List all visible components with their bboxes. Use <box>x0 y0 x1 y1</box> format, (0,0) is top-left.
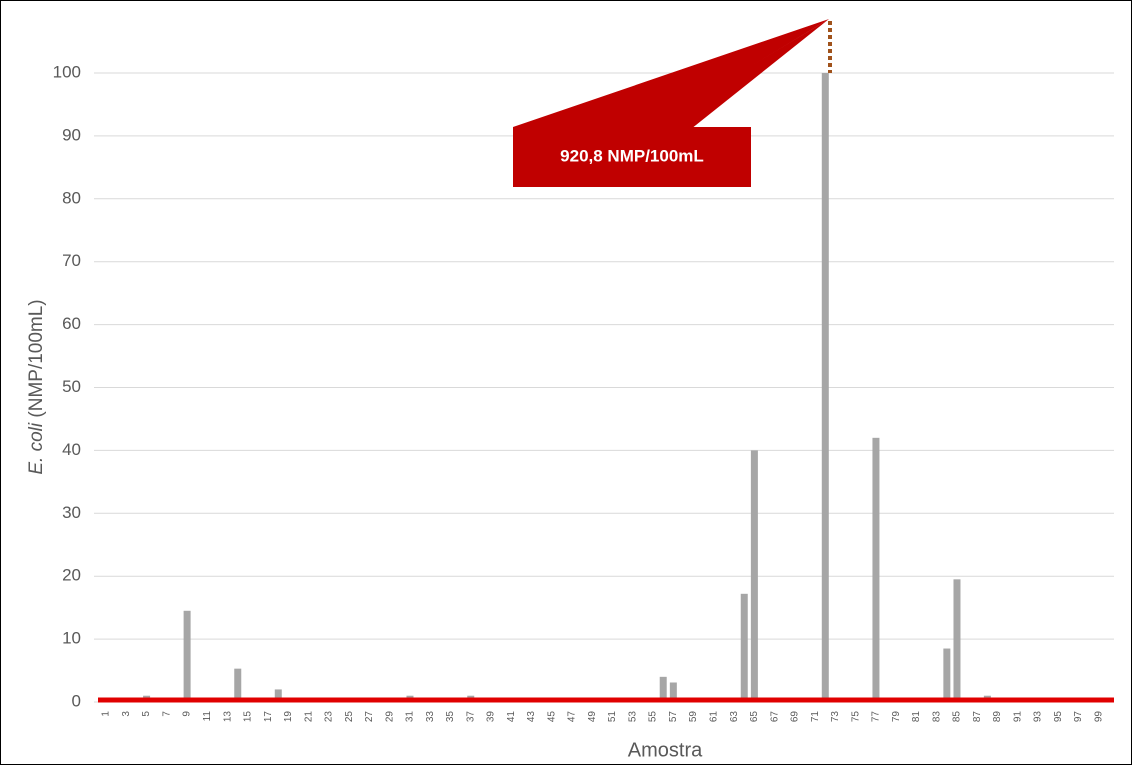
x-tick-label: 51 <box>607 711 618 723</box>
bar <box>234 668 242 702</box>
y-tick-label: 100 <box>53 62 81 81</box>
y-tick-label: 90 <box>62 125 81 144</box>
x-tick-label: 45 <box>546 711 557 723</box>
x-tick-label: 89 <box>992 711 1003 723</box>
x-tick-label: 91 <box>1012 711 1023 723</box>
bar <box>953 579 961 702</box>
x-tick-label: 79 <box>891 711 902 723</box>
x-tick-label: 33 <box>425 711 436 723</box>
x-tick-label: 97 <box>1073 711 1084 723</box>
x-tick-label: 77 <box>871 711 882 723</box>
x-tick-label: 85 <box>952 711 963 723</box>
x-axis-label: Amostra <box>628 739 703 761</box>
bar <box>274 689 282 702</box>
x-tick-label: 19 <box>283 711 294 723</box>
x-tick-label: 99 <box>1093 711 1104 723</box>
x-tick-label: 11 <box>202 711 213 722</box>
grid <box>94 72 1114 703</box>
bar <box>659 676 667 702</box>
x-tick-label: 15 <box>243 711 254 723</box>
bar <box>821 73 829 702</box>
y-tick-label: 0 <box>72 691 81 710</box>
x-tick-label: 73 <box>830 711 841 723</box>
x-tick-label: 41 <box>506 711 517 723</box>
x-tick-label: 43 <box>526 711 537 723</box>
x-tick-label: 29 <box>384 711 395 723</box>
x-tick-label: 83 <box>931 711 942 723</box>
x-tick-label: 75 <box>850 711 861 723</box>
x-tick-label: 9 <box>182 711 193 717</box>
x-tick-label: 71 <box>810 711 821 723</box>
y-tick-label: 50 <box>62 377 81 396</box>
x-tick-label: 25 <box>344 711 355 723</box>
bar <box>740 593 748 702</box>
bar <box>872 437 880 702</box>
y-tick-label: 30 <box>62 503 81 522</box>
x-tick-label: 53 <box>627 711 638 723</box>
x-tick-label: 65 <box>749 711 760 723</box>
y-tick-label: 80 <box>62 188 81 207</box>
x-tick-label: 1 <box>101 711 112 717</box>
x-tick-label: 67 <box>769 711 780 723</box>
bars <box>143 73 991 702</box>
bar <box>943 648 951 702</box>
x-tick-label: 93 <box>1033 711 1044 723</box>
x-tick-label: 55 <box>648 711 659 723</box>
y-tick-label: 70 <box>62 251 81 270</box>
y-tick-label: 20 <box>62 566 81 585</box>
x-tick-label: 61 <box>709 711 720 723</box>
x-tick-label: 27 <box>364 711 375 723</box>
x-tick-label: 31 <box>405 711 416 723</box>
y-axis-label-unit: (NMP/100mL) <box>26 299 47 417</box>
y-tick-label: 40 <box>62 440 81 459</box>
x-tick-label: 39 <box>486 711 497 723</box>
bar <box>750 450 758 702</box>
y-tick-label: 60 <box>62 314 81 333</box>
x-tick-label: 13 <box>222 711 233 723</box>
x-tick-label: 95 <box>1053 711 1064 723</box>
x-tick-label: 47 <box>567 711 578 723</box>
x-tick-label: 87 <box>972 711 983 723</box>
x-tick-label: 17 <box>263 711 274 723</box>
x-tick-label: 57 <box>668 711 679 723</box>
bar <box>183 610 191 702</box>
y-tick-label: 10 <box>62 629 81 648</box>
x-tick-label: 49 <box>587 711 598 723</box>
x-tick-label: 7 <box>161 711 172 717</box>
y-axis-label: E. coli (NMP/100mL) <box>26 299 47 474</box>
x-tick-label: 3 <box>121 711 132 717</box>
x-tick-label: 35 <box>445 711 456 723</box>
x-tick-label: 37 <box>465 711 476 723</box>
x-tick-label: 69 <box>790 711 801 723</box>
x-tick-label: 59 <box>688 711 699 723</box>
annotation: 920,8 NMP/100mL <box>560 146 704 165</box>
annotation-callout <box>513 19 829 187</box>
x-tick-label: 5 <box>141 711 152 717</box>
annotation-pointer <box>646 19 829 129</box>
x-tick-label: 63 <box>729 711 740 723</box>
x-tick-label: 21 <box>303 711 314 723</box>
y-axis-label-italic: E. coli <box>26 422 47 475</box>
x-tick-label: 23 <box>324 711 335 723</box>
bar <box>669 682 677 702</box>
x-tick-label: 81 <box>911 711 922 723</box>
